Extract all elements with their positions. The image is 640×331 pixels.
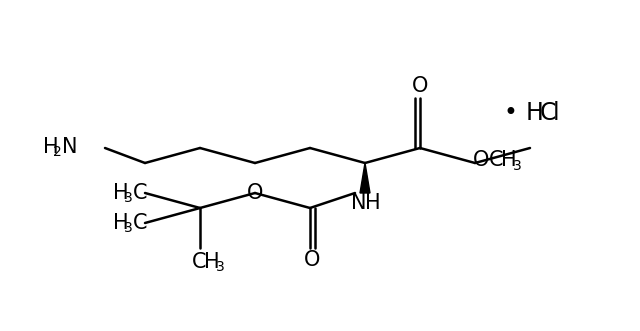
Text: H: H <box>204 252 220 272</box>
Text: C: C <box>133 213 147 233</box>
Text: l: l <box>553 101 559 125</box>
Text: H: H <box>113 213 129 233</box>
Text: •: • <box>503 101 517 125</box>
Text: C: C <box>192 252 207 272</box>
Text: O: O <box>412 76 428 96</box>
Text: 3: 3 <box>216 260 225 274</box>
Text: 3: 3 <box>124 221 132 235</box>
Polygon shape <box>360 163 370 193</box>
Text: C: C <box>540 101 557 125</box>
Text: H: H <box>365 193 381 213</box>
Text: O: O <box>304 250 320 270</box>
Text: O: O <box>473 150 490 170</box>
Text: N: N <box>351 193 367 213</box>
Text: H: H <box>43 137 59 157</box>
Text: O: O <box>247 183 263 203</box>
Text: C: C <box>133 183 147 203</box>
Text: 2: 2 <box>53 145 61 159</box>
Text: N: N <box>62 137 77 157</box>
Text: 3: 3 <box>513 159 522 173</box>
Text: H: H <box>113 183 129 203</box>
Text: C: C <box>489 150 504 170</box>
Text: 3: 3 <box>124 191 132 205</box>
Text: H: H <box>501 150 516 170</box>
Text: H: H <box>526 101 544 125</box>
